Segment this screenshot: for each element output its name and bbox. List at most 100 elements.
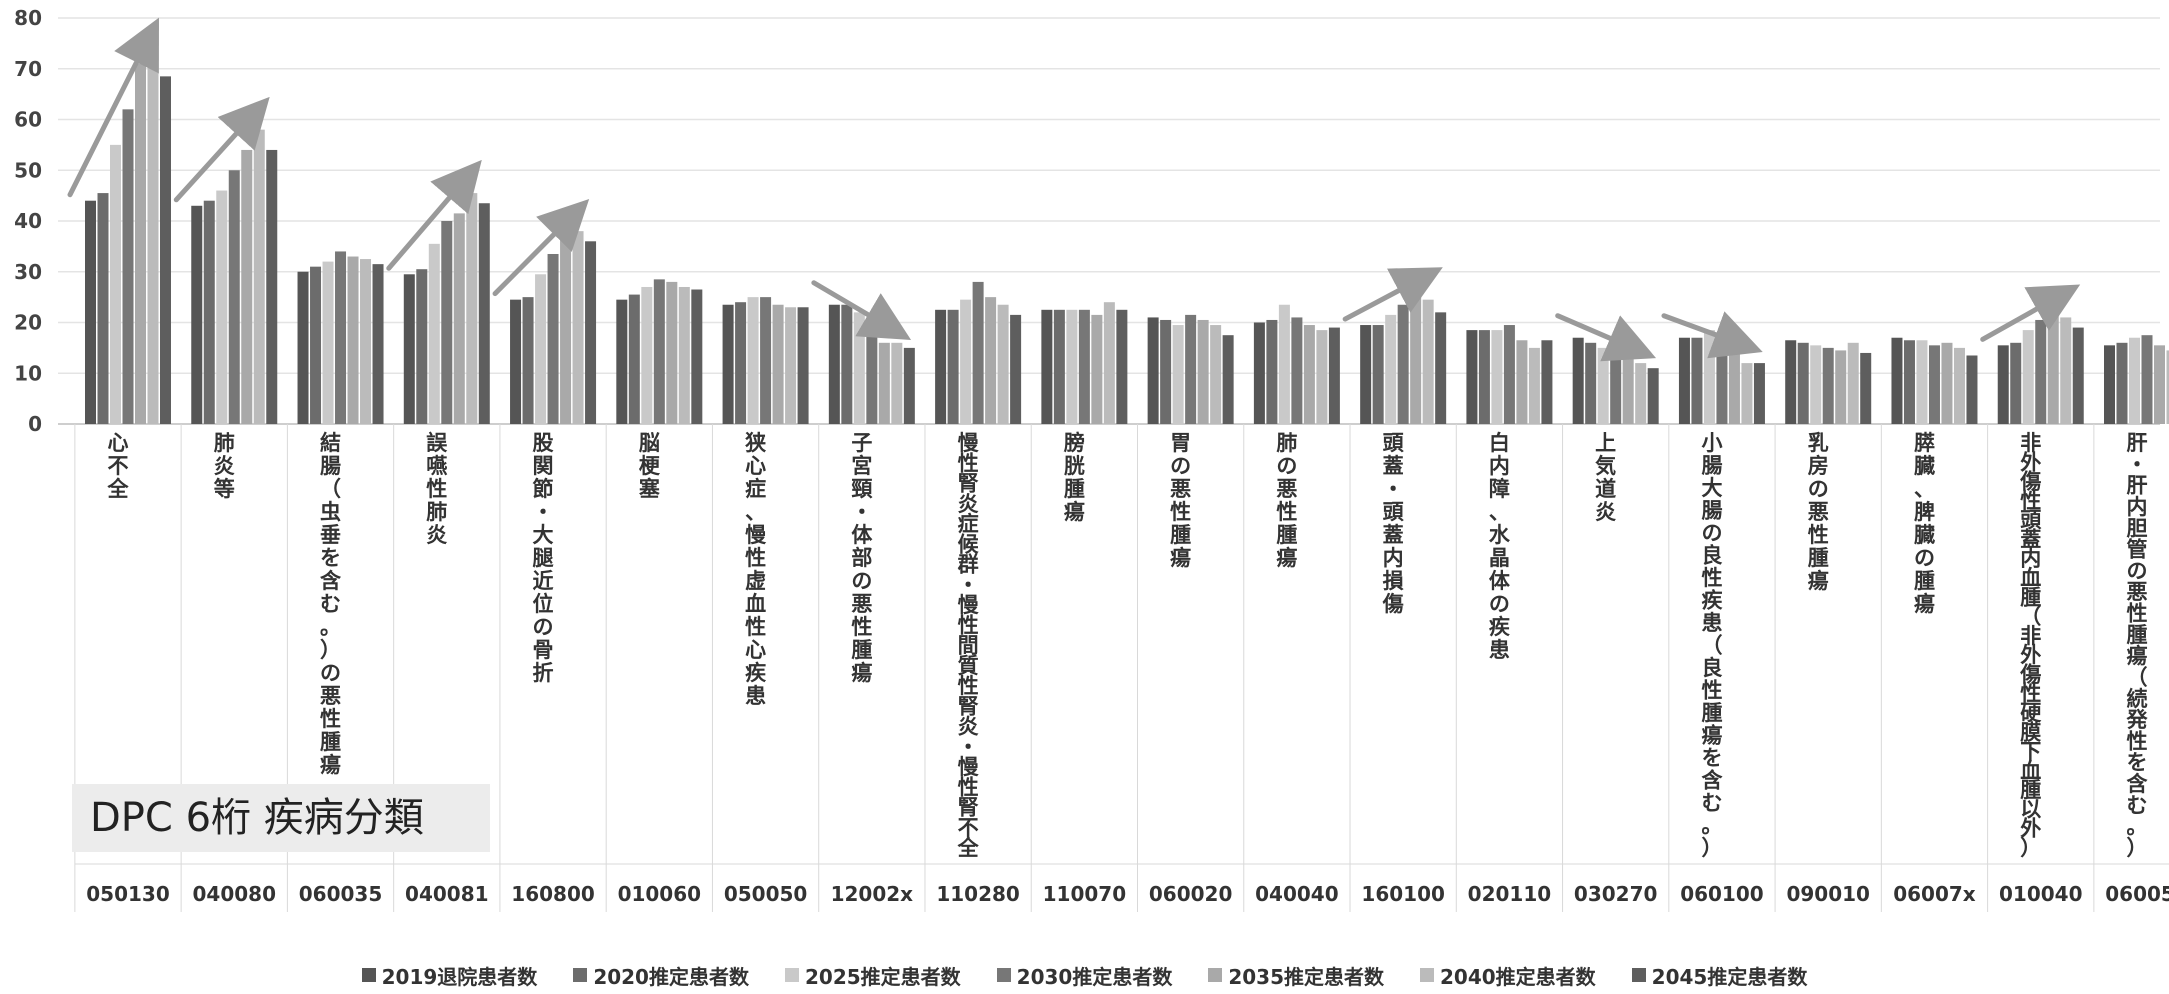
bar-030270-3	[1610, 352, 1622, 424]
legend-swatch	[996, 968, 1011, 982]
bar-020110-3	[1503, 325, 1515, 424]
bar-010040-1	[2010, 342, 2022, 424]
bar-060020-5	[1210, 325, 1222, 424]
bar-060100-5	[1741, 363, 1753, 424]
bar-010060-3	[653, 279, 665, 424]
bar-090010-5	[1847, 342, 1859, 424]
bar-060035-6	[372, 264, 384, 424]
y-tick-label: 20	[14, 311, 42, 335]
bar-050130-3	[122, 109, 134, 424]
legend-item: 2045推定患者数	[1631, 961, 1808, 990]
bar-060100-2	[1703, 330, 1715, 424]
bar-040081-3	[441, 221, 453, 424]
bar-110070-5	[1103, 302, 1115, 424]
bar-160800-2	[535, 274, 547, 424]
bar-060020-2	[1172, 325, 1184, 424]
bar-010060-2	[641, 286, 653, 424]
bar-090010-6	[1860, 352, 1872, 424]
bar-160100-0	[1360, 325, 1372, 424]
category-label: 膀胱腫瘍	[1063, 431, 1085, 524]
legend-item: 2019退院患者数	[361, 961, 537, 990]
bar-040040-0	[1253, 322, 1265, 424]
category-code: 050050	[724, 882, 808, 906]
bar-010040-0	[1997, 345, 2009, 424]
category-code: 040080	[193, 882, 277, 906]
bar-030270-6	[1647, 368, 1659, 424]
bar-050050-0	[722, 304, 734, 424]
legend-label: 2045推定患者数	[1651, 964, 1808, 989]
category-code: 010040	[1999, 882, 2083, 906]
classification-badge: DPC 6桁 疾病分類	[72, 784, 490, 852]
bar-110070-1	[1053, 309, 1065, 424]
bar-060050-1	[2116, 342, 2128, 424]
bar-050050-4	[772, 304, 784, 424]
bar-010040-2	[2022, 330, 2034, 424]
bar-090010-0	[1785, 340, 1797, 424]
category-label: 慢性腎炎症候群・慢性間質性腎炎・慢性腎不全	[957, 431, 980, 860]
bar-040081-5	[466, 193, 478, 424]
bar-160800-1	[522, 297, 534, 425]
trend-arrow-up	[1980, 284, 2081, 342]
trend-arrow-up	[492, 198, 590, 297]
bar-060035-4	[347, 256, 359, 424]
y-tick-label: 40	[14, 209, 42, 233]
bar-110280-1	[947, 309, 959, 424]
y-tick-label: 60	[14, 108, 42, 132]
bar-010040-6	[2072, 327, 2084, 424]
bar-06007x-2	[1916, 340, 1928, 424]
bar-060100-3	[1716, 340, 1728, 424]
legend-label: 2030推定患者数	[1016, 964, 1173, 989]
bar-010060-0	[616, 299, 628, 424]
bar-12002x-4	[878, 342, 890, 424]
bar-060100-6	[1753, 363, 1765, 424]
bar-160100-6	[1435, 312, 1447, 424]
category-label: 子宮頸・体部の悪性腫瘍	[851, 431, 873, 685]
category-label: 上気道炎	[1595, 431, 1616, 524]
bar-060020-3	[1185, 314, 1197, 424]
y-tick-label: 0	[28, 412, 42, 436]
bar-040040-5	[1316, 330, 1328, 424]
bar-030270-2	[1597, 347, 1609, 425]
bar-12002x-0	[828, 304, 840, 424]
y-tick-label: 50	[14, 158, 42, 182]
category-label: 膵臓、脾臓の腫瘍	[1914, 431, 1935, 616]
bar-010060-4	[666, 281, 678, 424]
category-code: 020110	[1468, 882, 1552, 906]
bar-060035-5	[360, 259, 372, 424]
bar-110070-6	[1116, 309, 1128, 424]
bar-160800-5	[572, 231, 584, 424]
bar-12002x-3	[866, 332, 878, 424]
bar-160100-4	[1410, 294, 1422, 424]
bar-020110-0	[1466, 330, 1478, 424]
bar-010040-3	[2035, 319, 2047, 424]
category-code: 060035	[299, 882, 383, 906]
category-code: 040081	[405, 882, 489, 906]
bar-060035-3	[335, 251, 347, 424]
trend-arrow-up	[1342, 267, 1443, 322]
bar-030270-0	[1572, 337, 1584, 424]
category-code: 060100	[1680, 882, 1764, 906]
trend-arrow-down	[811, 280, 912, 341]
bar-020110-4	[1516, 340, 1528, 424]
category-label: 狭心症、慢性虚血性心疾患	[744, 431, 767, 708]
bar-040040-6	[1328, 327, 1340, 424]
bar-050130-5	[147, 53, 159, 425]
bar-040040-2	[1278, 304, 1290, 424]
bar-090010-1	[1797, 342, 1809, 424]
category-code: 010060	[618, 882, 702, 906]
bar-160100-5	[1422, 299, 1434, 424]
bar-010060-6	[691, 289, 703, 424]
bar-060050-2	[2129, 337, 2140, 424]
bar-030270-4	[1622, 358, 1634, 424]
legend: 2019退院患者数 2020推定患者数 2025推定患者数 2030推定患者数 2035…	[0, 960, 2169, 990]
category-code: 090010	[1786, 882, 1870, 906]
category-code: 050130	[86, 882, 170, 906]
bar-060100-0	[1678, 337, 1690, 424]
bar-110070-4	[1091, 314, 1103, 424]
bar-060020-0	[1147, 317, 1159, 424]
category-code: 030270	[1574, 882, 1658, 906]
bar-040081-4	[453, 213, 465, 424]
bar-040080-3	[228, 170, 240, 424]
category-code: 040040	[1255, 882, 1339, 906]
bar-060050-0	[2104, 345, 2115, 424]
